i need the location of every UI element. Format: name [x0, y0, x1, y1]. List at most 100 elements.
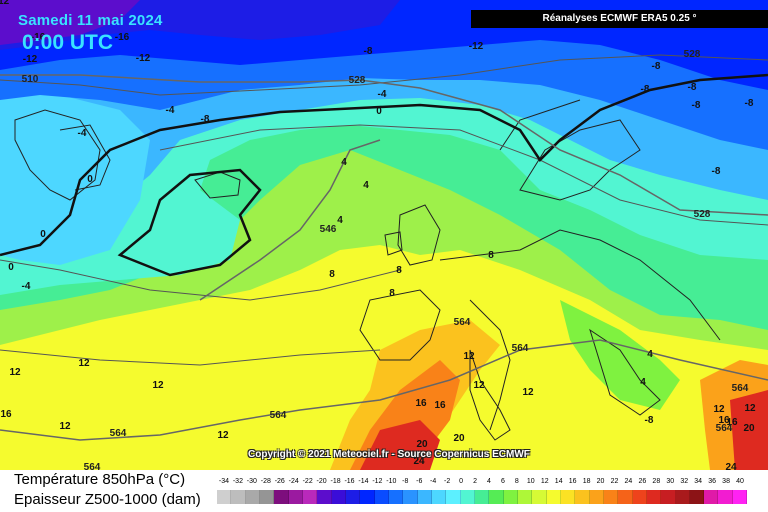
- scale-swatch: [517, 490, 533, 504]
- scale-tick-label: 40: [736, 478, 744, 485]
- scale-tick-label: 10: [526, 478, 535, 485]
- coastlines: [14, 99, 721, 441]
- isotherm-label: -8: [645, 415, 654, 426]
- isotherm-label: 4: [341, 157, 347, 168]
- isotherm-label: 20: [416, 439, 428, 450]
- isotherm-label: 12: [9, 367, 21, 378]
- scale-tick-label: 4: [487, 478, 491, 485]
- scale-tick-label: 8: [514, 478, 519, 485]
- isotherm-label: -8: [692, 100, 701, 111]
- band-red: [360, 420, 440, 470]
- scale-tick-label: 12: [540, 478, 549, 485]
- date-label: Samedi 11 mai 2024: [18, 12, 163, 29]
- isotherm-label: 12: [152, 380, 164, 391]
- thickness-label: 528: [349, 75, 366, 86]
- isotherm-label: 8: [396, 265, 402, 276]
- scale-swatch: [360, 490, 375, 504]
- temperature-map: -12 -16 -12 -16 -12 -8 -12 -8 -8 -8 -8 -8 -8 -4 -4 -8 -4…: [0, 0, 768, 470]
- thickness-label: 564: [84, 462, 101, 470]
- scale-swatch: [274, 490, 289, 504]
- isotherm-label: 16: [726, 417, 738, 428]
- scale-tick-label: -16: [344, 478, 355, 485]
- zero-isotherm-loop: [117, 168, 262, 277]
- scale-swatch: [345, 490, 361, 504]
- scale-tick-label: 2: [473, 478, 477, 485]
- isotherm-label: 8: [488, 250, 494, 261]
- scale-swatch: [718, 490, 733, 504]
- scale-tick-label: 6: [500, 478, 505, 485]
- isotherm-label: -8: [652, 61, 661, 72]
- scale-tick-label: -8: [402, 478, 409, 485]
- isotherm-label: 12: [78, 358, 90, 369]
- scale-ticks: -34 -32 -30 -28 -26 -24 -22 -20 -18 -16 -14 -12 -10-…: [217, 478, 747, 489]
- isotherm-label: 20: [743, 423, 755, 434]
- scale-swatch: [532, 490, 547, 504]
- isotherm-label: -8: [201, 114, 210, 125]
- isotherm-label: 4: [363, 180, 369, 191]
- scale-swatch: [675, 490, 690, 504]
- scale-swatch: [704, 490, 719, 504]
- scale-swatch: [603, 490, 619, 504]
- thickness-label: 564: [270, 410, 287, 421]
- scale-tick-label: 24: [624, 478, 633, 485]
- thickness-label: 564: [110, 428, 127, 439]
- scale-tick-label: 30: [666, 478, 675, 485]
- scale-tick-label: 20: [596, 478, 605, 485]
- scale-tick-label: 18: [582, 478, 591, 485]
- scale-swatch: [689, 490, 705, 504]
- scale-swatch: [474, 490, 490, 504]
- scale-swatch: [288, 490, 303, 504]
- scale-tick-label: 22: [610, 478, 619, 485]
- legend: Température 850hPa (°C) Epaisseur Z500-1…: [0, 470, 768, 512]
- isotherm-label: -4: [166, 105, 175, 116]
- scale-tick-label: -22: [302, 478, 313, 485]
- isotherm-label: 12: [463, 351, 475, 362]
- scale-tick-label: -4: [430, 478, 437, 485]
- band-green-east: [560, 300, 680, 410]
- isotherm-label: 4: [647, 349, 653, 360]
- isotherm-label: -4: [378, 89, 387, 100]
- isotherm-label: 0: [40, 229, 46, 240]
- isotherm-label: -16: [115, 32, 130, 43]
- time-label: 0:00 UTC: [22, 31, 114, 54]
- scale-swatch: [388, 490, 404, 504]
- scale-swatch: [317, 490, 332, 504]
- zero-isotherm: [0, 73, 768, 257]
- isotherm-label: 12: [59, 421, 71, 432]
- scale-tick-label: -10: [386, 478, 397, 485]
- isotherm-label: 24: [413, 456, 425, 467]
- scale-swatch: [331, 490, 346, 504]
- source-label: Réanalyses ECMWF ERA5 0.25 °: [471, 10, 768, 28]
- scale-swatch: [431, 490, 447, 504]
- scale-swatch: [245, 490, 260, 504]
- scale-tick-label: 36: [708, 478, 717, 485]
- copyright-label: Copyright © 2021 Meteociel.fr - Source C…: [248, 449, 530, 460]
- thickness-label: 564: [732, 383, 749, 394]
- scale-swatch: [575, 490, 590, 504]
- scale-swatch: [589, 490, 604, 504]
- scale-tick-label: 34: [694, 478, 703, 485]
- scale-tick-label: -12: [372, 478, 383, 485]
- scale-tick-label: 26: [638, 478, 647, 485]
- color-scale: [217, 490, 748, 504]
- isotherm-label: -12: [23, 54, 38, 65]
- isotherm-label: 0: [8, 262, 14, 273]
- isotherm-label: -8: [745, 98, 754, 109]
- isotherm-label: -8: [641, 84, 650, 95]
- scale-tick-label: -24: [288, 478, 299, 485]
- band-cyan-west: [0, 90, 150, 265]
- scale-swatch: [374, 490, 389, 504]
- scale-tick-label: 16: [568, 478, 577, 485]
- scale-swatch: [302, 490, 318, 504]
- scale-tick-label: -30: [246, 478, 257, 485]
- thickness-label: 510: [22, 74, 39, 85]
- isotherm-label: 24: [725, 462, 737, 470]
- scale-swatch: [460, 490, 475, 504]
- isotherm-label: -8: [688, 82, 697, 93]
- scale-swatch: [403, 490, 418, 504]
- scale-tick-label: 14: [554, 478, 563, 485]
- isotherm-label: 0: [376, 106, 382, 117]
- thickness-lines: [0, 74, 768, 441]
- isotherm-labels: -12 -16 -12 -16 -12 -8 -12 -8 -8 -8 -8 -8 -8 -4 -4 -8 -4…: [0, 0, 756, 470]
